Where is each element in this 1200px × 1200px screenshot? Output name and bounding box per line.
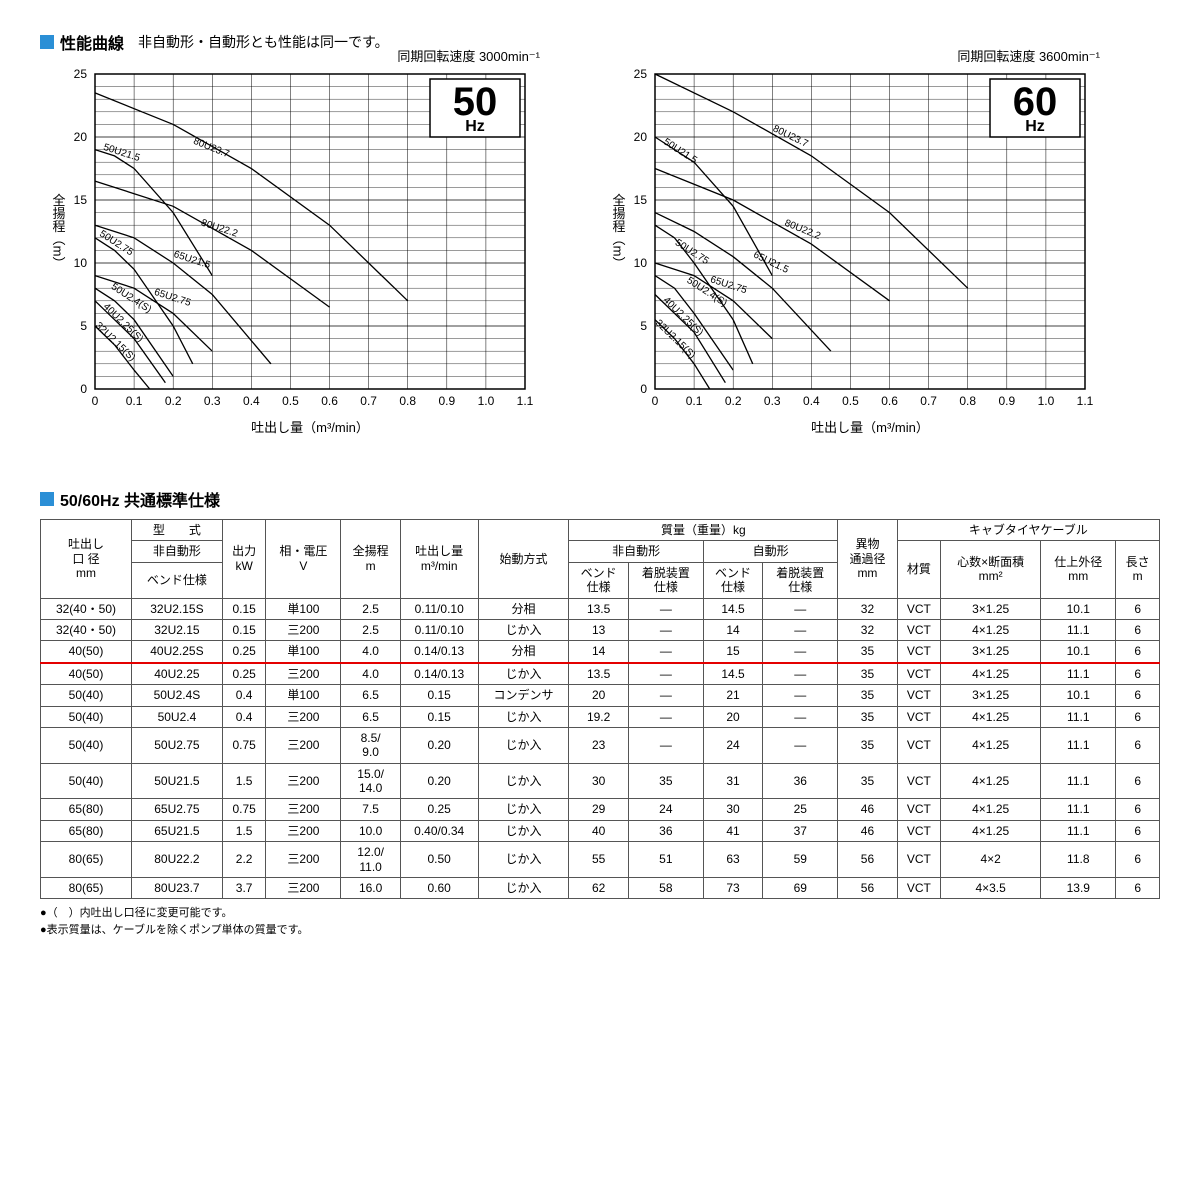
table-row: 50(40)50U2.40.4三2006.50.15じか入19.2—20—35V…	[41, 706, 1160, 727]
svg-text:0: 0	[80, 382, 87, 396]
section1-subtitle: 非自動形・自動形とも性能は同一です。	[138, 32, 389, 52]
svg-text:0.1: 0.1	[686, 394, 703, 408]
spec-table: 吐出し口 径mm 型 式 出力kW 相・電圧V 全揚程m 吐出し量m³/min …	[40, 519, 1160, 899]
svg-text:65U21.5: 65U21.5	[172, 249, 212, 271]
chart-50hz-toplabel: 同期回転速度 3000min⁻¹	[397, 46, 540, 65]
svg-text:0.8: 0.8	[399, 394, 416, 408]
svg-text:1.1: 1.1	[517, 394, 534, 408]
svg-text:15: 15	[74, 193, 88, 207]
svg-text:0: 0	[640, 382, 647, 396]
svg-text:0.5: 0.5	[842, 394, 859, 408]
svg-text:25: 25	[634, 67, 648, 81]
table-row: 80(65)80U22.22.2三20012.0/11.00.50じか入5551…	[41, 842, 1160, 878]
square-icon	[40, 492, 54, 506]
table-row: 50(40)50U21.51.5三20015.0/14.00.20じか入3035…	[41, 763, 1160, 799]
table-row: 65(80)65U2.750.75三2007.50.25じか入292430254…	[41, 799, 1160, 820]
svg-text:80U22.2: 80U22.2	[200, 218, 240, 240]
svg-text:0: 0	[92, 394, 99, 408]
table-row: 40(50)40U2.250.25三2004.00.14/0.13じか入13.5…	[41, 663, 1160, 685]
svg-text:0.9: 0.9	[438, 394, 455, 408]
svg-text:0.3: 0.3	[764, 394, 781, 408]
svg-text:0.6: 0.6	[321, 394, 338, 408]
svg-text:0.3: 0.3	[204, 394, 221, 408]
svg-text:全揚程（m）: 全揚程（m）	[51, 193, 66, 269]
svg-text:10: 10	[74, 256, 88, 270]
section2-title-text: 50/60Hz 共通標準仕様	[60, 487, 220, 511]
section2-title: 50/60Hz 共通標準仕様	[40, 487, 1160, 511]
svg-text:25: 25	[74, 67, 88, 81]
svg-text:0.8: 0.8	[959, 394, 976, 408]
square-icon	[40, 35, 54, 49]
chart-60hz: 同期回転速度 3600min⁻¹ 00.10.20.30.40.50.60.70…	[600, 64, 1100, 447]
svg-text:吐出し量（m³/min）: 吐出し量（m³/min）	[251, 420, 369, 435]
svg-text:0.6: 0.6	[881, 394, 898, 408]
table-row: 32(40・50)32U2.15S0.15単1002.50.11/0.10分相1…	[41, 598, 1160, 619]
svg-text:0.2: 0.2	[725, 394, 742, 408]
chart-50hz: 同期回転速度 3000min⁻¹ 00.10.20.30.40.50.60.70…	[40, 64, 540, 447]
svg-text:20: 20	[74, 130, 88, 144]
svg-text:0.2: 0.2	[165, 394, 182, 408]
svg-text:全揚程（m）: 全揚程（m）	[611, 193, 626, 269]
svg-text:0.4: 0.4	[803, 394, 820, 408]
table-row: 80(65)80U23.73.7三20016.00.60じか入625873695…	[41, 878, 1160, 899]
svg-text:0.9: 0.9	[998, 394, 1015, 408]
svg-text:80U23.7: 80U23.7	[192, 136, 232, 160]
svg-text:Hz: Hz	[465, 118, 485, 135]
svg-text:0.4: 0.4	[243, 394, 260, 408]
table-row: 65(80)65U21.51.5三20010.00.40/0.34じか入4036…	[41, 820, 1160, 841]
svg-text:0.7: 0.7	[920, 394, 937, 408]
svg-text:5: 5	[80, 319, 87, 333]
svg-text:0: 0	[652, 394, 659, 408]
svg-text:吐出し量（m³/min）: 吐出し量（m³/min）	[811, 420, 929, 435]
section1-title-text: 性能曲線	[60, 30, 124, 54]
table-row: 40(50)40U2.25S0.25単1004.00.14/0.13分相14—1…	[41, 641, 1160, 663]
table-row: 32(40・50)32U2.150.15三2002.50.11/0.10じか入1…	[41, 619, 1160, 640]
svg-text:0.1: 0.1	[126, 394, 143, 408]
svg-text:1.0: 1.0	[478, 394, 495, 408]
footnotes: ●（ ）内吐出し口径に変更可能です。●表示質量は、ケーブルを除くポンプ単体の質量…	[40, 905, 1160, 938]
svg-text:1.1: 1.1	[1077, 394, 1094, 408]
svg-text:Hz: Hz	[1025, 118, 1045, 135]
svg-text:5: 5	[640, 319, 647, 333]
svg-text:15: 15	[634, 193, 648, 207]
svg-text:1.0: 1.0	[1038, 394, 1055, 408]
table-row: 50(40)50U2.4S0.4単1006.50.15コンデンサ20—21—35…	[41, 685, 1160, 706]
chart-60hz-toplabel: 同期回転速度 3600min⁻¹	[957, 46, 1100, 65]
svg-text:0.5: 0.5	[282, 394, 299, 408]
svg-text:0.7: 0.7	[360, 394, 377, 408]
table-row: 50(40)50U2.750.75三2008.5/9.00.20じか入23—24…	[41, 727, 1160, 763]
svg-text:20: 20	[634, 130, 648, 144]
svg-text:10: 10	[634, 256, 648, 270]
